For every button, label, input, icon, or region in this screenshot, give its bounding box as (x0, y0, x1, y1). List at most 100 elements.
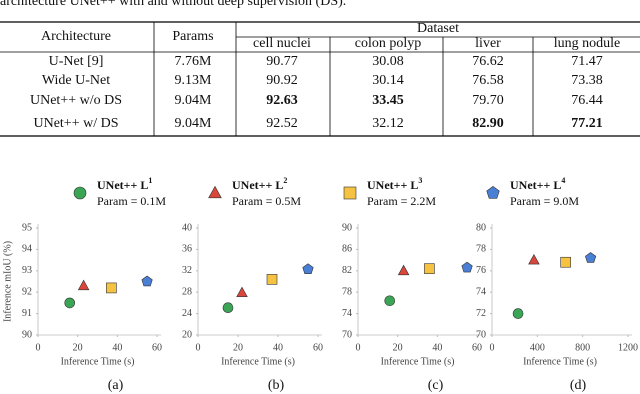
marker (266, 274, 278, 285)
table-subheader: lung nodule (554, 36, 621, 51)
x-tick-label: 20 (233, 342, 243, 353)
table-cell: U-Net [9] (49, 54, 104, 69)
y-tick-label: 32 (182, 265, 192, 276)
legend-param: Param = 0.1M (97, 194, 166, 208)
table-header: Architecture (41, 29, 111, 44)
legend-sup: 4 (561, 176, 565, 185)
table-cell: Wide U-Net (42, 73, 110, 88)
legend-label: UNet++ L1 (97, 176, 152, 192)
panel-caption: (b) (268, 378, 285, 393)
x-axis-label: Inference Time (s) (523, 356, 597, 367)
x-tick-label: 0 (490, 342, 495, 353)
marker (64, 297, 76, 309)
y-tick-label: 36 (182, 244, 192, 255)
marker (302, 263, 314, 274)
y-tick-label: 86 (342, 244, 352, 255)
marker (73, 186, 87, 200)
table-cell: UNet++ w/o DS (30, 93, 122, 108)
legend-name: UNet++ L (232, 178, 283, 192)
x-tick-label: 40 (112, 342, 122, 353)
y-tick-label: 92 (22, 286, 32, 297)
x-tick-label: 800 (575, 342, 590, 353)
table-cell: 76.58 (472, 73, 504, 88)
legend-name: UNet++ L (510, 178, 561, 192)
legend-label: UNet++ L4 (510, 176, 565, 192)
legend-param: Param = 9.0M (510, 194, 579, 208)
caption-fragment: architecture UNet++ with and without dee… (0, 0, 346, 9)
x-tick-label: 0 (356, 342, 361, 353)
marker (141, 275, 153, 287)
x-tick-label: 40 (432, 342, 442, 353)
table-subheader: colon polyp (355, 36, 422, 51)
table-header: Dataset (417, 21, 459, 36)
x-tick-label: 40 (273, 342, 283, 353)
y-tick-label: 90 (342, 222, 352, 233)
x-axis-label: Inference Time (s) (381, 356, 455, 367)
table-header: Params (172, 29, 213, 44)
legend-label: UNet++ L2 (232, 176, 287, 192)
y-tick-label: 74 (342, 308, 352, 319)
table-cell: 79.70 (472, 93, 504, 108)
table-cell: UNet++ w/ DS (33, 116, 118, 131)
y-axis-label: Inference mIoU (%) (2, 241, 13, 322)
table-cell: 82.90 (472, 116, 504, 131)
x-tick-label: 20 (73, 342, 83, 353)
table-cell: 76.44 (571, 93, 603, 108)
legend-param: Param = 2.2M (367, 194, 436, 208)
marker (585, 252, 597, 263)
table-cell: 92.52 (266, 116, 298, 131)
table-cell: 90.77 (266, 54, 298, 69)
y-tick-label: 91 (22, 308, 32, 319)
table-cell: 9.04M (175, 116, 213, 131)
table-cell: 32.12 (372, 116, 404, 131)
marker (528, 253, 540, 265)
y-tick-label: 94 (22, 244, 32, 255)
y-tick-label: 70 (342, 329, 352, 340)
table-cell: 73.38 (571, 73, 603, 88)
marker (384, 295, 396, 307)
legend-label: UNet++ L3 (367, 176, 422, 192)
y-tick-label: 72 (476, 308, 486, 319)
table-cell: 77.21 (571, 116, 603, 131)
y-tick-label: 78 (342, 286, 352, 297)
table-cell: 30.08 (372, 54, 404, 69)
x-tick-label: 60 (472, 342, 482, 353)
y-tick-label: 93 (22, 265, 32, 276)
marker (208, 185, 222, 199)
table-cell: 71.47 (571, 54, 603, 69)
marker (461, 261, 473, 273)
table-subheader: liver (475, 36, 501, 51)
y-tick-label: 74 (476, 286, 486, 297)
y-tick-label: 24 (182, 308, 192, 319)
legend-sup: 3 (418, 176, 422, 185)
marker (486, 186, 500, 199)
legend-sup: 1 (148, 176, 152, 185)
marker (106, 282, 117, 294)
marker (512, 308, 524, 319)
x-tick-label: 20 (393, 342, 403, 353)
legend-name: UNet++ L (367, 178, 418, 192)
y-tick-label: 82 (342, 265, 352, 276)
y-tick-label: 78 (476, 244, 486, 255)
marker (236, 286, 248, 298)
y-tick-label: 95 (22, 222, 32, 233)
table-cell: 9.04M (175, 93, 213, 108)
marker (424, 263, 435, 274)
x-axis-label: Inference Time (s) (61, 356, 135, 367)
table-cell: 9.13M (175, 73, 213, 88)
panel-caption: (c) (428, 378, 444, 393)
table-cell: 76.62 (472, 54, 504, 69)
marker (343, 186, 357, 200)
x-axis-label: Inference Time (s) (221, 356, 295, 367)
table-cell: 7.76M (175, 54, 213, 69)
panel-caption: (a) (108, 378, 124, 393)
legend-param: Param = 0.5M (232, 194, 301, 208)
x-tick-label: 1200 (618, 342, 638, 353)
y-tick-label: 40 (182, 222, 192, 233)
x-tick-label: 0 (36, 342, 41, 353)
table-cell: 90.92 (266, 73, 298, 88)
table-cell: 30.14 (372, 73, 404, 88)
legend-name: UNet++ L (97, 178, 148, 192)
table-subheader: cell nuclei (253, 36, 311, 51)
